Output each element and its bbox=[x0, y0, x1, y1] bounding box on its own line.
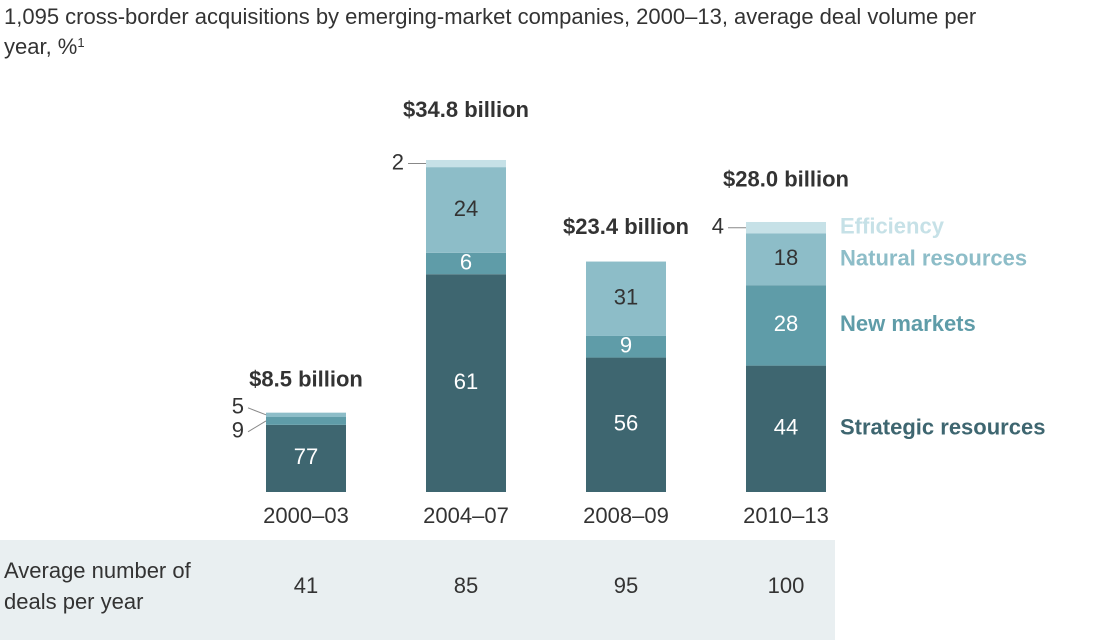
table-row-label: Average number of deals per year bbox=[4, 558, 191, 614]
bar-segment bbox=[426, 252, 506, 275]
segment-label: 44 bbox=[774, 415, 798, 440]
title-note: 1 bbox=[77, 35, 85, 50]
segment-label: 9 bbox=[620, 333, 632, 358]
segment-label-outside: 5 bbox=[232, 394, 244, 419]
total-label: $28.0 billion bbox=[723, 167, 849, 192]
x-tick-label: 2004–07 bbox=[423, 503, 509, 528]
title-text: 1,095 cross-border acquisitions by emerg… bbox=[4, 4, 977, 59]
bar-segment bbox=[746, 365, 826, 492]
bar-segment bbox=[426, 167, 506, 253]
bar-segment bbox=[586, 335, 666, 358]
bar-segment bbox=[746, 285, 826, 366]
segment-label: 28 bbox=[774, 311, 798, 336]
bar-segment bbox=[266, 412, 346, 418]
segment-label: 18 bbox=[774, 245, 798, 270]
total-label: $23.4 billion bbox=[563, 214, 689, 239]
table-value: 100 bbox=[768, 573, 805, 598]
bar-segment bbox=[426, 274, 506, 492]
bar-segment bbox=[746, 233, 826, 286]
segment-label: 77 bbox=[294, 444, 318, 469]
segment-label-outside: 4 bbox=[712, 214, 724, 239]
segment-label: 31 bbox=[614, 285, 638, 310]
legend-label: Efficiency bbox=[840, 214, 945, 239]
chart-title: 1,095 cross-border acquisitions by emerg… bbox=[4, 2, 984, 62]
table-band bbox=[0, 540, 835, 640]
x-tick-label: 2010–13 bbox=[743, 503, 829, 528]
legend-label: New markets bbox=[840, 311, 976, 336]
segment-label: 6 bbox=[460, 249, 472, 274]
total-label: $34.8 billion bbox=[403, 97, 529, 122]
bar-segment bbox=[586, 357, 666, 492]
legend-label: Natural resources bbox=[840, 246, 1027, 271]
x-tick-label: 2000–03 bbox=[263, 503, 349, 528]
bar-segment bbox=[746, 221, 826, 234]
table-value: 85 bbox=[454, 573, 478, 598]
bar-segment bbox=[426, 159, 506, 168]
table-value: 41 bbox=[294, 573, 318, 598]
bar-segment bbox=[266, 417, 346, 425]
legend-label: Strategic resources bbox=[840, 415, 1045, 440]
x-tick-label: 2008–09 bbox=[583, 503, 669, 528]
segment-label-outside: 2 bbox=[392, 149, 404, 174]
table-value: 95 bbox=[614, 573, 638, 598]
bar-segment bbox=[266, 424, 346, 492]
segment-label: 61 bbox=[454, 369, 478, 394]
leader-line bbox=[247, 407, 267, 416]
total-label: $8.5 billion bbox=[249, 367, 363, 392]
segment-label: 24 bbox=[454, 196, 478, 221]
segment-label: 56 bbox=[614, 411, 638, 436]
segment-label-outside: 9 bbox=[232, 418, 244, 443]
bar-segment bbox=[586, 261, 666, 336]
leader-line bbox=[247, 420, 267, 433]
